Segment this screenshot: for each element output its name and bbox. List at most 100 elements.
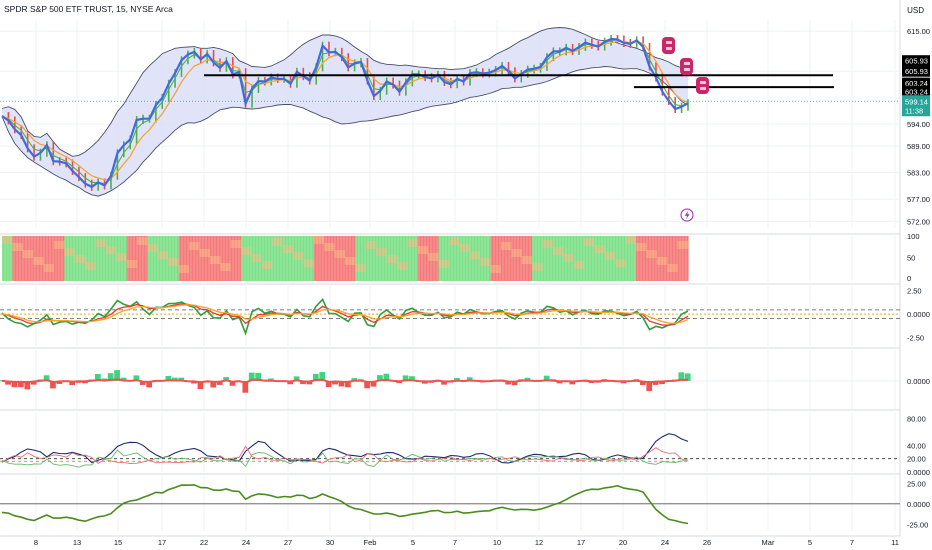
oscillator-line-slow: [1, 303, 689, 326]
heat-column: [500, 236, 512, 281]
heat-streak: [147, 244, 159, 252]
heat-column: [552, 236, 564, 281]
histogram-bar: [370, 381, 377, 387]
heat-streak: [261, 261, 273, 269]
heat-column: [615, 236, 627, 281]
time-axis-tick: 17: [577, 538, 585, 547]
heat-column: [573, 236, 585, 281]
time-axis-tick: 13: [73, 538, 81, 547]
heat-streak: [386, 255, 398, 263]
histogram-bar: [120, 377, 127, 381]
heat-streak: [376, 248, 388, 256]
histogram-bar: [165, 375, 172, 381]
heatmap-axis-tick: 100: [907, 232, 920, 241]
heat-column: [646, 236, 658, 281]
last-price-text: 599.14: [905, 97, 928, 106]
oscillator-line-signal: [1, 304, 689, 325]
heat-column: [12, 236, 24, 281]
histogram-bar: [639, 381, 646, 386]
time-axis-tick: 30: [326, 538, 334, 547]
heat-streak: [396, 262, 408, 270]
signal-marker-eye: [666, 47, 672, 50]
heat-column: [584, 236, 596, 281]
histogram-bar: [43, 375, 50, 381]
histogram-bar: [11, 381, 18, 388]
heat-streak: [313, 236, 325, 244]
histogram-bar: [146, 381, 152, 388]
time-axis-tick: 24: [661, 538, 669, 547]
heat-streak: [542, 240, 554, 248]
heat-streak: [438, 260, 450, 268]
heat-streak: [168, 258, 180, 266]
heat-streak: [303, 259, 315, 267]
time-axis-tick: Feb: [364, 538, 377, 547]
heat-streak: [532, 263, 544, 271]
heat-streak: [230, 240, 242, 248]
bottom-axis-tick: -25.00: [907, 520, 928, 529]
heat-streak: [22, 250, 34, 258]
time-axis-tick: 15: [114, 538, 122, 547]
heat-streak: [64, 248, 76, 256]
heat-column: [95, 236, 107, 281]
time-axis-tick: 17: [158, 538, 166, 547]
oscillator-line-fast: [1, 297, 689, 336]
histogram-bar: [511, 381, 518, 386]
histogram-bar: [325, 381, 332, 388]
oscillator-axis-tick: -2.50: [907, 334, 924, 343]
heat-streak: [448, 237, 460, 245]
heat-streak: [293, 252, 305, 260]
heat-column: [355, 236, 367, 281]
heat-streak: [241, 247, 253, 255]
lightning-icon-glyph: [684, 210, 690, 220]
heat-streak: [251, 254, 263, 262]
level-badge-text: 605.93: [905, 67, 928, 76]
heat-column: [324, 236, 336, 281]
histogram-bar: [248, 372, 255, 381]
heat-column: [2, 236, 13, 281]
signal-marker-icon: [662, 37, 675, 54]
time-axis-tick: 7: [850, 538, 854, 547]
signal-marker-eye: [666, 41, 672, 44]
heat-streak: [584, 238, 596, 246]
histogram-bar: [543, 375, 550, 381]
heat-streak: [178, 265, 190, 273]
histogram-bar: [210, 381, 217, 388]
histogram-bar: [409, 376, 415, 381]
heat-streak: [625, 236, 637, 244]
time-axis-tick: 7: [453, 538, 457, 547]
heat-streak: [137, 237, 149, 245]
heat-column: [43, 236, 55, 281]
heatmap-axis-tick: 0: [907, 274, 911, 283]
heat-column: [303, 236, 315, 281]
heat-column: [178, 236, 190, 281]
heat-column: [334, 236, 346, 281]
histogram-bar: [197, 381, 204, 390]
heat-column: [282, 236, 294, 281]
histogram-bar: [319, 372, 326, 381]
histogram-trend-line: [1, 378, 689, 384]
histogram-bar: [646, 381, 653, 392]
time-axis-tick: 5: [808, 538, 812, 547]
heat-streak: [209, 256, 221, 264]
heat-streak: [116, 253, 128, 261]
heat-column: [365, 236, 377, 281]
heat-column: [376, 236, 388, 281]
histogram-bar: [345, 381, 351, 388]
heat-column: [417, 236, 429, 281]
heat-streak: [282, 245, 294, 253]
histogram-bar: [94, 374, 101, 381]
price-axis-tick: 577.00: [907, 195, 930, 204]
time-axis-tick: 10: [493, 538, 501, 547]
heat-column: [448, 236, 460, 281]
histogram-bar: [364, 381, 370, 389]
heat-column: [542, 236, 554, 281]
signal-marker-eye: [684, 68, 690, 71]
heat-streak: [334, 250, 346, 258]
histogram-bar: [441, 381, 447, 385]
heat-streak: [407, 239, 419, 247]
heat-streak: [521, 256, 533, 264]
level-badge: [902, 55, 930, 67]
heat-streak: [417, 246, 429, 254]
heat-column: [199, 236, 211, 281]
